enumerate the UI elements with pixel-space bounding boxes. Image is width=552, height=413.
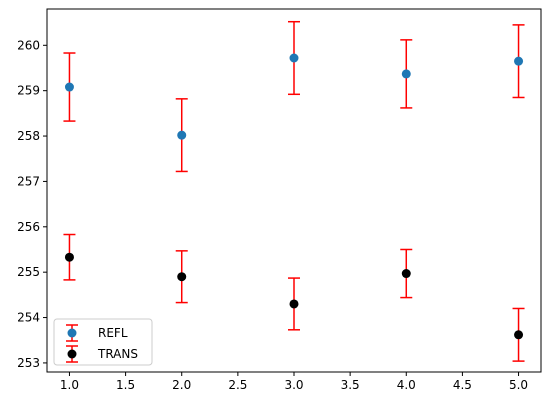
plot-area (63, 20, 525, 362)
x-tick-label: 1.5 (116, 378, 135, 392)
data-point (177, 130, 187, 140)
legend-label: REFL (98, 326, 128, 340)
legend-frame (53, 318, 153, 366)
data-point (514, 56, 524, 66)
legend-entry-trans: TRANS (66, 345, 138, 363)
x-tick-label: 3.0 (284, 378, 303, 392)
data-point (514, 330, 524, 340)
y-tick-label: 259 (17, 84, 40, 98)
data-point (401, 269, 411, 279)
y-tick-label: 260 (17, 38, 40, 52)
series-refl (63, 20, 525, 173)
y-tick-label: 258 (17, 129, 40, 143)
x-tick-label: 4.5 (453, 378, 472, 392)
y-tick-label: 253 (17, 356, 40, 370)
data-point (177, 272, 187, 282)
y-tick-label: 255 (17, 265, 40, 279)
data-point (289, 299, 299, 309)
series-trans (63, 233, 525, 362)
legend-marker (67, 328, 77, 338)
data-point (289, 53, 299, 63)
legend-marker (67, 349, 77, 359)
y-tick-label: 254 (17, 311, 40, 325)
y-tick-label: 256 (17, 220, 40, 234)
legend-entry-refl: REFL (66, 324, 128, 342)
x-tick-label: 1.0 (60, 378, 79, 392)
axes: 1.0 1.5 2.0 2.5 3.0 3.5 4.0 4.5 5.0 253 254 255 256 2… (17, 8, 542, 392)
x-tick-label: 5.0 (509, 378, 528, 392)
data-point (64, 252, 74, 262)
x-tick-label: 4.0 (397, 378, 416, 392)
data-point (401, 69, 411, 79)
legend-label: TRANS (97, 347, 138, 361)
legend: REFL TRANS (53, 318, 153, 366)
x-tick-label: 2.5 (228, 378, 247, 392)
x-tick-label: 3.5 (341, 378, 360, 392)
data-point (64, 82, 74, 92)
y-tick-label: 257 (17, 174, 40, 188)
x-tick-label: 2.0 (172, 378, 191, 392)
